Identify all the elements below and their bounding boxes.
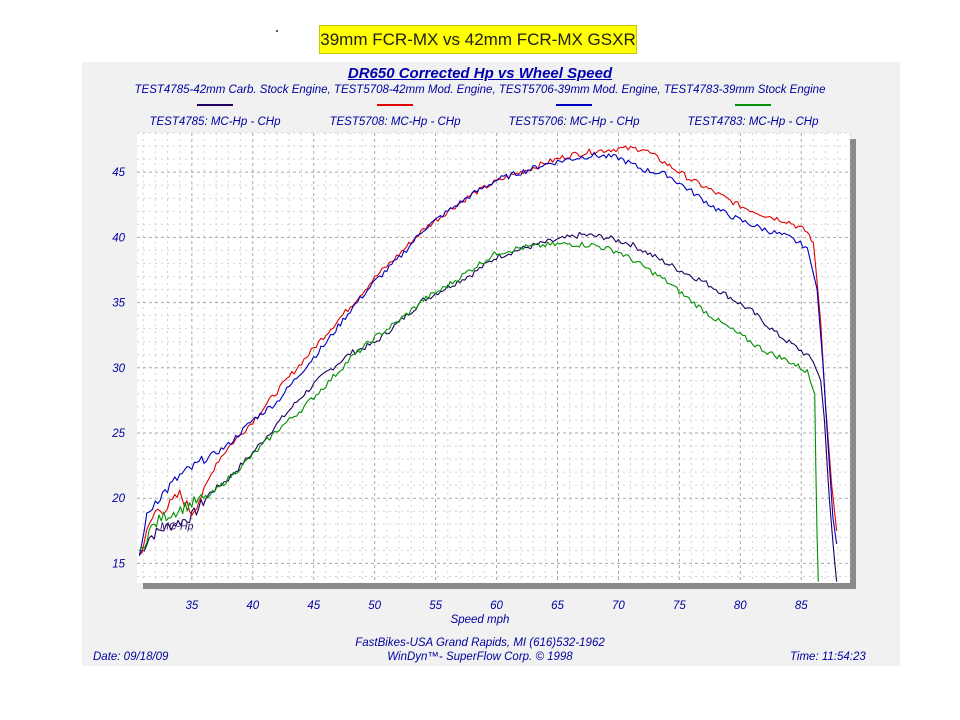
series-line-test5706 (138, 151, 838, 556)
legend-swatch (735, 104, 771, 106)
x-tick-label: 50 (368, 600, 381, 612)
y-tick-label: 35 (112, 298, 125, 310)
y-tick-label: 20 (111, 493, 125, 505)
footer-date: Date: 09/18/09 (93, 651, 169, 663)
x-tick-label: 45 (307, 600, 320, 612)
x-tick-label: 75 (673, 600, 686, 612)
y-tick-label: 30 (112, 363, 125, 375)
x-tick-label: 80 (734, 600, 747, 612)
series-line-test4785 (138, 231, 838, 582)
comparison-banner: 39mm FCR-MX vs 42mm FCR-MX GSXR (319, 25, 637, 54)
legend-label: TEST5708: MC-Hp - CHp (329, 116, 461, 128)
x-tick-label: 60 (490, 600, 503, 612)
legend-item-test5708: TEST5708: MC-Hp - CHp (310, 104, 480, 128)
legend-label: TEST5706: MC-Hp - CHp (508, 116, 640, 128)
x-axis-label: Speed mph (450, 614, 510, 626)
chart-title: DR650 Corrected Hp vs Wheel Speed (347, 65, 613, 82)
series-line-test5708 (139, 145, 838, 556)
y-tick-label: 40 (112, 232, 125, 244)
x-tick-label: 65 (551, 600, 564, 612)
stray-dot (276, 30, 278, 32)
y-tick-label: 25 (111, 428, 125, 440)
x-tick-label: 70 (612, 600, 625, 612)
x-tick-label: 85 (795, 600, 808, 612)
footer-time: Time: 11:54:23 (790, 651, 866, 663)
x-tick-label: 40 (246, 600, 259, 612)
legend-label: TEST4785: MC-Hp - CHp (149, 116, 281, 128)
legend-swatch (197, 104, 233, 106)
x-tick-label: 55 (429, 600, 442, 612)
legend-swatch (556, 104, 592, 106)
legend-item-test4785: TEST4785: MC-Hp - CHp (130, 104, 300, 128)
plot-background (137, 133, 850, 583)
legend-item-test5706: TEST5706: MC-Hp - CHp (489, 104, 659, 128)
chart-subtitle: TEST4785-42mm Carb. Stock Engine, TEST57… (134, 84, 826, 96)
inline-series-label: MC-Hp (160, 521, 193, 533)
y-tick-label: 45 (112, 167, 125, 179)
legend: TEST4785: MC-Hp - CHp TEST5708: MC-Hp - … (130, 104, 860, 132)
footer-software-credit: WinDyn™- SuperFlow Corp. © 1998 (387, 651, 573, 663)
x-tick-label: 35 (185, 600, 198, 612)
y-tick-label: 15 (112, 558, 125, 570)
legend-swatch (377, 104, 413, 106)
legend-label: TEST4783: MC-Hp - CHp (687, 116, 819, 128)
legend-item-test4783: TEST4783: MC-Hp - CHp (668, 104, 838, 128)
footer-shop-info: FastBikes-USA Grand Rapids, MI (616)532-… (355, 637, 605, 649)
series-line-test4783 (138, 241, 819, 582)
